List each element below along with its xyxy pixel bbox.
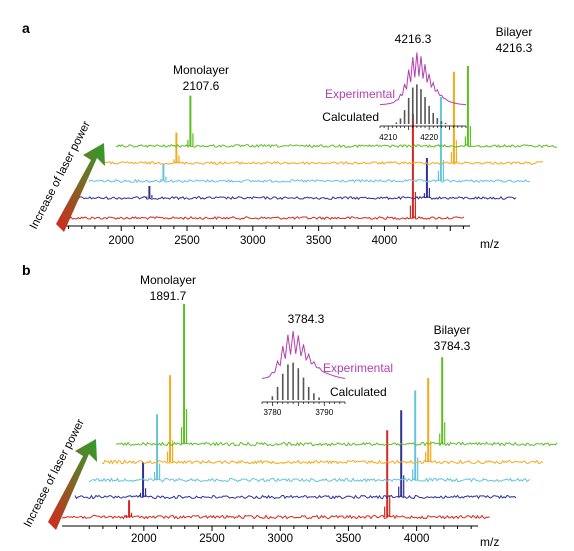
panel-b-trace-red [61,430,490,520]
panel-b-baseline-cyan [88,477,531,483]
panel-b-traces [61,304,558,520]
panel-b-x-axis-label: m/z [480,535,499,549]
panel-a-monolayer-value: 2107.6 [183,79,220,93]
panel-a-traces [61,66,558,221]
panel-b-tick-label-3000: 3000 [267,533,293,545]
panel-b-tick-label-2500: 2500 [199,533,225,545]
panel-b-inset-calculated-label: Calculated [330,385,387,399]
panel-b-inset-title: 3784.3 [288,312,325,326]
panel-a-monolayer-label: Monolayer [173,63,229,77]
panel-a-baseline-red [61,215,465,221]
panel-b-letter: b [22,262,31,278]
panel-b-monolayer-value: 1891.7 [150,289,187,303]
panel-a-trace-red [61,114,465,221]
panel-a-inset-calculated-label: Calculated [322,110,379,124]
panel-a-inset-title: 4216.3 [395,32,432,46]
laser-power-arrow-a-shape [56,143,105,232]
panel-a-tick-label-2000: 2000 [108,235,134,247]
panel-b-bilayer-value: 3784.3 [434,339,471,353]
panel-a-baseline-orange [101,160,544,166]
panel-b-baseline-navy [74,494,517,500]
panel-b: b 2000 2500 3000 3500 4000 m/z Monolayer 189… [22,262,558,549]
panel-a-tick-label-2500: 2500 [174,235,200,247]
panel-a-bilayer-label: Bilayer [496,25,533,39]
panel-a-trace-cyan [88,97,531,184]
panel-b-x-axis: 2000 2500 3000 3500 4000 [62,525,478,545]
panel-a-letter: a [22,20,30,36]
panel-a-x-axis: 2000 2500 3000 3500 4000 [62,225,470,247]
panel-b-tick-label-3500: 3500 [336,533,362,545]
panel-a-trace-green [115,66,558,149]
panel-a-x-axis-label: m/z [480,237,499,251]
panel-b-inset-experimental-trace [261,330,346,379]
panel-b-baseline-green [115,441,558,447]
panel-a-baseline-green [115,143,558,149]
panel-b-inset-experimental-label: Experimental [323,361,393,375]
panel-b-trace-cyan [88,390,531,483]
panel-b-baseline-red [61,514,490,520]
panel-a-inset: 4216.3 Experimental Calculated 4210 4220 [322,32,467,142]
panel-b-inset-plot: 3780 3790 [261,330,346,417]
panel-a-inset-experimental-label: Experimental [325,87,395,101]
panel-b-tick-label-2000: 2000 [131,533,157,545]
panel-a: a 2000 2500 3000 3500 4000 m/z Monolayer 210… [22,20,558,251]
panel-a-baseline-navy [74,195,517,201]
laser-power-arrow-a: Increase of laser power [28,119,105,232]
panel-b-bilayer-label: Bilayer [434,323,471,337]
panel-a-inset-tick-label-4210: 4210 [379,133,397,142]
panel-b-inset-tick-label-3780: 3780 [263,408,281,417]
panel-b-tick-label-4000: 4000 [404,533,430,545]
panel-a-tick-label-3000: 3000 [240,235,266,247]
panel-b-monolayer-label: Monolayer [140,273,196,287]
panel-a-baseline-cyan [88,178,531,184]
panel-b-baseline-orange [101,459,544,465]
laser-power-arrow-b: Increase of laser power [22,417,97,530]
panel-a-inset-experimental-trace [380,52,466,106]
panel-b-trace-navy [74,410,517,500]
panel-a-tick-label-3500: 3500 [306,235,332,247]
panel-a-inset-plot: 4210 4220 [379,52,467,142]
panel-b-inset-tick-label-3790: 3790 [315,408,333,417]
panel-b-inset: 3784.3 Experimental Calculated 3780 3790 [261,312,393,417]
panel-a-bilayer-value: 4216.3 [496,41,533,55]
laser-power-arrow-b-shape [48,439,97,530]
panel-a-trace-orange [101,71,544,166]
panel-a-tick-label-4000: 4000 [372,235,398,247]
panel-b-trace-green [115,304,558,447]
panel-a-trace-navy [74,158,517,201]
panel-a-inset-tick-label-4220: 4220 [420,133,438,142]
panel-b-trace-orange [101,375,544,465]
